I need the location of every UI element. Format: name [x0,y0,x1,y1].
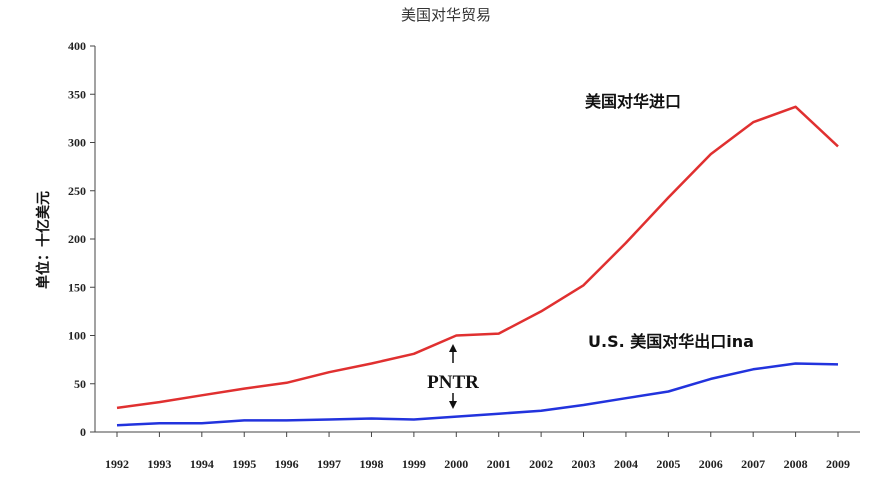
x-tick-label: 1998 [359,457,383,471]
y-tick-label: 300 [68,136,86,150]
x-tick-label: 2002 [529,457,553,471]
series-lines [116,105,839,427]
chart-title: 美国对华贸易 [401,6,491,24]
x-tick-label: 2004 [614,457,638,471]
x-tick-label: 1999 [402,457,426,471]
series-label-imports: 美国对华进口 [585,92,681,111]
x-tick-label: 2003 [572,457,596,471]
x-tick-label: 1995 [232,457,256,471]
y-tick-label: 50 [74,377,86,391]
x-tick-label: 1997 [317,457,341,471]
pntr-arrow-up-head-icon [449,344,457,352]
y-axis-label: 单位：十亿美元 [35,191,52,289]
y-tick-label: 200 [68,232,86,246]
x-tick-label: 1996 [275,457,299,471]
x-ticks: 1992 1993 1994 1995 1996 1997 1998 1999 2000 2001… [105,432,850,471]
x-tick-label: 2000 [444,457,468,471]
x-tick-label: 2001 [487,457,511,471]
pntr-arrow-down-head-icon [449,401,457,409]
y-tick-label: 150 [68,280,86,294]
pntr-label: PNTR [427,372,479,393]
y-tick-label: 100 [68,329,86,343]
x-tick-label: 2006 [699,457,723,471]
y-tick-label: 350 [68,87,86,101]
x-tick-label: 1994 [190,457,214,471]
y-tick-label: 400 [68,39,86,53]
x-tick-label: 2009 [826,457,850,471]
x-tick-label: 2007 [741,457,765,471]
series-label-exports: U.S. 美国对华出口ina [588,332,754,351]
x-tick-label: 2008 [784,457,808,471]
pntr-annotation: PNTR [427,344,479,409]
y-tick-label: 0 [80,425,86,439]
series-line-exports [116,362,839,427]
y-ticks: 0 50 100 150 200 250 300 350 400 [68,39,95,439]
x-tick-label: 2005 [656,457,680,471]
x-tick-label: 1992 [105,457,129,471]
y-tick-label: 250 [68,184,86,198]
x-tick-label: 1993 [147,457,171,471]
series-line-imports [116,105,839,410]
